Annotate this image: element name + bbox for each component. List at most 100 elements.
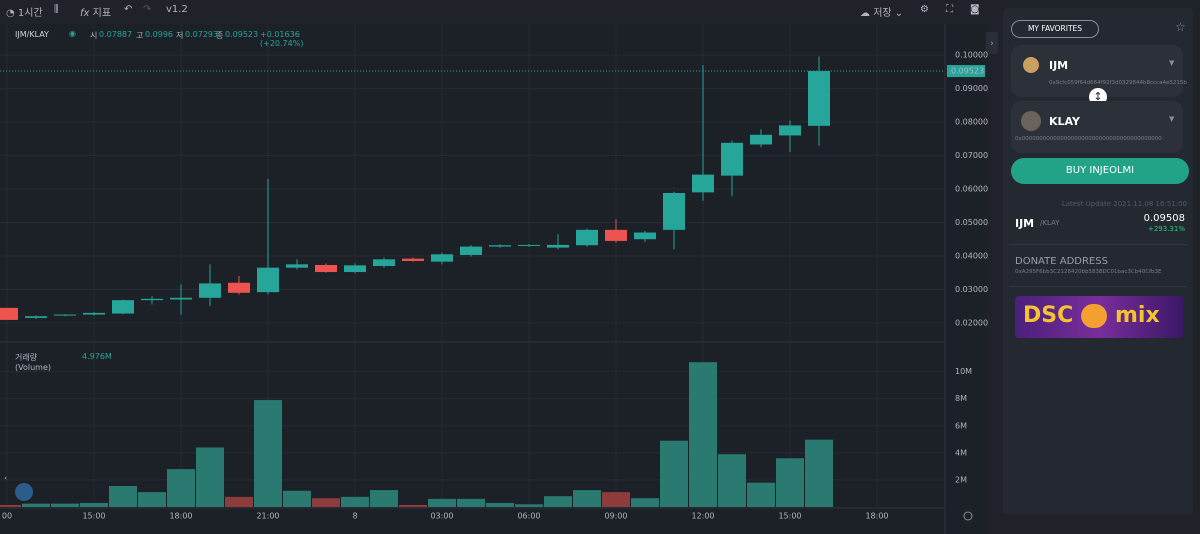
- redo: ↷: [143, 4, 152, 15]
- candle-body: [286, 264, 308, 268]
- candle-body: [489, 245, 511, 247]
- candle-body: [779, 125, 801, 136]
- indicators-label: 지표: [92, 8, 112, 19]
- candle-body: [547, 244, 569, 248]
- candle-body: [199, 283, 221, 298]
- volume-bar: [660, 440, 688, 507]
- low-label: 저: [176, 31, 184, 40]
- interval[interactable]: ◔ 1시간: [6, 8, 43, 19]
- y-tick-label: 0.05000: [955, 218, 988, 227]
- candle-body: [460, 246, 482, 255]
- collapse-button[interactable]: [986, 32, 998, 54]
- y-tick-label: 0.04000: [955, 251, 988, 260]
- save[interactable]: ☁ 저장 ⌄: [860, 8, 904, 19]
- volume-bar: [544, 496, 572, 507]
- y-tick-label: 0.02000: [955, 318, 988, 327]
- banner[interactable]: DSC mix: [1015, 296, 1183, 338]
- candle-body: [373, 259, 395, 267]
- latest-update: Latest Update 2021.11.08 16:51:00: [1061, 200, 1187, 208]
- settings-icon[interactable]: [963, 511, 973, 521]
- y-tick-label: 0.10000: [955, 51, 988, 60]
- candle-body: [808, 71, 830, 126]
- chart-bg: [0, 24, 985, 534]
- dropdown: ▼: [1169, 115, 1175, 123]
- x-tick-label: 21:00: [256, 512, 279, 521]
- candle-body: [83, 312, 105, 315]
- token-a-icon: [1023, 57, 1039, 73]
- collapse-icon: ›: [990, 39, 993, 48]
- y-tick-label: 0.07000: [955, 151, 988, 160]
- price-tag: [947, 65, 985, 78]
- banner-mascot: [1081, 304, 1107, 328]
- pair-base: IJM: [1015, 217, 1035, 230]
- status-dot: ◉: [69, 29, 76, 38]
- x-tick-label: 15:00: [82, 512, 105, 521]
- volume-bar: [573, 490, 601, 507]
- undo[interactable]: ↶: [124, 4, 133, 15]
- open-label: 시: [90, 31, 98, 40]
- candle-body: [402, 258, 424, 261]
- symbol: IJM/KLAY: [15, 30, 49, 39]
- volume-bar: [167, 469, 195, 507]
- candle-body: [721, 142, 743, 176]
- volume-bar: [109, 486, 137, 507]
- divider: [1009, 286, 1187, 287]
- volume-bar: [312, 498, 340, 507]
- volume-bar: [457, 498, 485, 507]
- volume-bar: [515, 504, 543, 507]
- candle-body: [344, 265, 366, 273]
- snapshot[interactable]: ◙: [970, 4, 980, 15]
- indicators[interactable]: fx 지표: [80, 8, 112, 19]
- volume-bar: [689, 362, 717, 507]
- volume-bar: [51, 503, 79, 507]
- volume-title: 거래량 (Volume): [15, 353, 51, 372]
- volume-bar: [80, 502, 108, 507]
- candle-body: [576, 229, 598, 246]
- volume-bar: [225, 496, 253, 507]
- volume-bar: [196, 447, 224, 507]
- volume-bar: [428, 498, 456, 507]
- low-value: 0.07293: [185, 30, 219, 39]
- volume-bar: [631, 498, 659, 507]
- candle-type[interactable]: ⫼: [54, 4, 59, 15]
- volume-bar: [370, 490, 398, 507]
- volume-value: 4.976M: [82, 352, 112, 361]
- volume-bar: [341, 496, 369, 507]
- y-tick-label: 4M: [955, 448, 967, 457]
- candle-body: [257, 267, 279, 293]
- candle-body: [315, 265, 337, 273]
- favorites-button[interactable]: MY FAVORITES: [1011, 20, 1099, 38]
- volume-bar: [138, 492, 166, 507]
- fullscreen[interactable]: ⛶: [946, 4, 953, 15]
- star-icon[interactable]: ☆: [1175, 20, 1186, 34]
- y-tick-label: 0.03000: [955, 285, 988, 294]
- x-tick-label: 03:00: [430, 512, 453, 521]
- token-b[interactable]: KLAY 0x000000000000000000000000000000000…: [1011, 101, 1183, 153]
- banner-right: mix: [1115, 303, 1160, 328]
- candle-body: [634, 232, 656, 240]
- settings[interactable]: ⚙: [920, 4, 929, 15]
- scroll-arrow: ‹: [4, 474, 7, 483]
- x-tick-label: 15:00: [778, 512, 801, 521]
- high-value: 0.0996: [145, 30, 173, 39]
- volume-bar: [602, 492, 630, 507]
- donate-title: DONATE ADDRESS: [1015, 256, 1108, 267]
- buy-button[interactable]: BUY INJEOLMI: [1011, 158, 1189, 184]
- y-tick-label: 2M: [955, 475, 967, 484]
- y-tick-label: 0.06000: [955, 185, 988, 194]
- dropdown: ▼: [1169, 59, 1175, 67]
- volume-bar: [805, 439, 833, 507]
- x-tick-label: 8: [352, 512, 357, 521]
- candle-body: [663, 193, 685, 230]
- x-tick-label: 18:00: [865, 512, 888, 521]
- y-tick-label: 0.08000: [955, 118, 988, 127]
- pair-quote: /KLAY: [1040, 219, 1060, 227]
- candle-body: [228, 282, 250, 293]
- x-tick-label: 18:00: [169, 512, 192, 521]
- candle-body: [431, 254, 453, 262]
- y-tick-label: 0.09000: [955, 84, 988, 93]
- token-b-icon: [1021, 111, 1041, 131]
- banner-left: DSC: [1023, 303, 1074, 328]
- y-tick-label: 6M: [955, 421, 967, 430]
